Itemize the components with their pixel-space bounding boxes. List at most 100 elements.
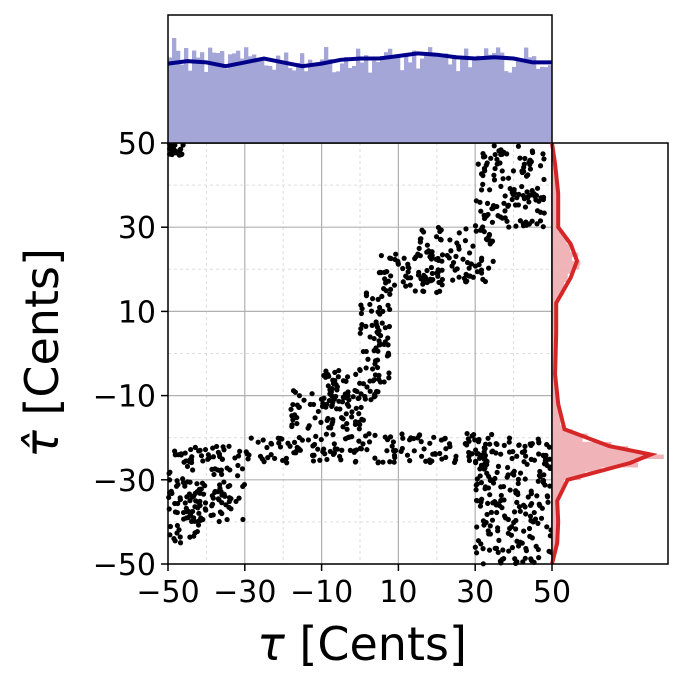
top-hist-bar [476,55,481,144]
right-hist-bar [552,248,571,253]
scatter-point [502,215,508,221]
scatter-point [387,459,393,465]
right-hist-bar [552,361,555,367]
top-hist-bar [308,59,313,143]
scatter-point [202,483,208,489]
scatter-point [203,507,209,513]
scatter-point [494,469,500,476]
scatter-point [221,479,227,485]
right-hist-bar [552,286,566,291]
scatter-point [499,151,505,157]
top-hist-bar [268,65,273,143]
scatter-point [411,435,417,442]
right-hist-bar [552,227,559,232]
scatter-point [536,451,542,457]
right-hist-bar [552,462,639,468]
scatter-point [529,500,535,507]
right-hist-bar [552,429,573,434]
scatter-point [472,544,478,550]
scatter-point [494,156,500,162]
scatter-point [470,243,476,249]
scatter-point [235,473,241,479]
x-ticks: −50 −30 −10 10 30 50 [136,564,571,610]
top-hist-bar [380,56,385,143]
scatter-point [384,448,390,454]
scatter-point [533,543,539,549]
scatter-point [480,150,486,157]
scatter-point [499,505,505,511]
scatter-point [167,523,174,530]
scatter-point [228,506,234,512]
top-hist-bar [468,67,473,143]
scatter-point [343,411,349,417]
right-hist-bar [552,193,560,199]
scatter-point [533,192,540,199]
right-hist-bar [552,530,559,535]
scatter-point [288,406,294,412]
scatter-point [466,449,472,456]
scatter-point [291,439,298,446]
scatter-point [511,509,518,515]
scatter-point [466,457,473,464]
scatter-point [480,518,487,524]
scatter-point [466,273,472,279]
scatter-point [529,187,535,194]
scatter-point [405,269,411,275]
scatter-point [385,278,392,284]
right-hist-bar [552,505,558,510]
top-hist-bar [420,58,425,144]
scatter-point [495,549,501,556]
right-kde-curve [550,142,658,565]
right-hist-bar [552,538,557,544]
top-hist-bar [416,68,421,143]
scatter-point [405,264,411,270]
top-hist-bar [304,71,309,143]
scatter-point [174,522,180,529]
top-hist-bar [188,70,193,143]
scatter-point [516,504,523,510]
scatter-point [502,208,508,214]
scatter-point [212,488,218,495]
top-hist-bar [472,60,477,143]
scatter-point [449,263,455,269]
top-hist-bar [172,38,177,143]
scatter-point [504,464,511,471]
scatter-point [421,272,427,278]
scatter-point [372,455,378,461]
scatter-point [285,440,291,446]
scatter-point [519,449,525,455]
scatter-point [260,437,266,443]
scatter-point [525,494,531,500]
scatter-point [478,208,484,214]
scatter-point [482,168,488,174]
top-hist-bar [216,53,221,143]
scatter-point [507,487,513,493]
scatter-point [418,236,424,242]
scatter-point [439,282,445,288]
top-hist-bar [324,47,329,143]
scatter-point [319,403,326,409]
scatter-point [454,240,460,246]
right-hist-bar [552,492,561,497]
top-hist-bar [408,62,413,143]
scatter-point [473,497,480,504]
scatter-point [478,187,485,193]
scatter-point [447,443,453,450]
scatter-point [172,148,178,154]
scatter-point [290,401,296,408]
scatter-point [481,461,488,467]
right-hist-bar [552,408,560,413]
scatter-point [380,459,386,465]
scatter-point [373,319,379,325]
scatter-point [529,148,535,154]
scatter-point [192,444,198,450]
scatter-point [392,454,398,461]
right-hist-bar [552,391,559,396]
top-hist-bar [444,53,449,144]
scatter-point [462,441,468,447]
y-ticks: −50 −30 −10 10 30 50 [93,127,168,583]
scatter-point [182,500,188,506]
top-hist-bar [232,53,237,144]
scatter-point [284,460,290,466]
scatter-point [541,210,547,216]
